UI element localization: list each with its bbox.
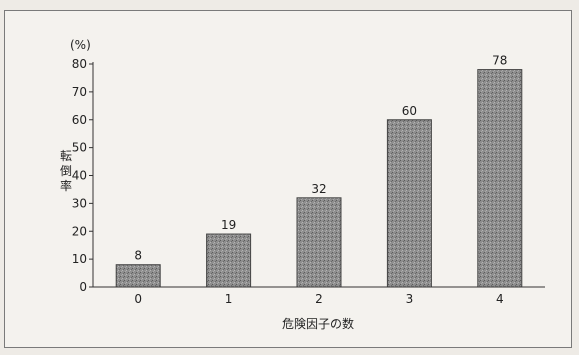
y-tick-label: 0 (79, 280, 87, 294)
y-tick-label: 30 (72, 196, 87, 210)
y-axis-title: 転倒率 (60, 149, 72, 193)
x-tick-label: 0 (134, 292, 142, 306)
bar-2 (296, 197, 342, 288)
y-unit-label: (%) (70, 38, 91, 52)
bar-4 (477, 69, 523, 288)
data-label: 8 (134, 249, 142, 263)
x-tick-label: 3 (406, 292, 414, 306)
x-tick-label: 4 (496, 292, 504, 306)
data-label: 32 (311, 182, 326, 196)
x-tick-label: 1 (225, 292, 233, 306)
y-axis-title-char: 率 (60, 178, 72, 193)
x-tick-label: 2 (315, 292, 323, 306)
y-tick-label: 70 (72, 85, 87, 99)
y-axis-title-char: 転 (60, 149, 72, 163)
y-tick-label: 50 (72, 141, 87, 155)
bar-1 (206, 233, 252, 288)
bar-0 (115, 264, 161, 288)
y-tick-label: 40 (72, 169, 87, 183)
data-label: 60 (402, 104, 417, 118)
x-axis-title: 危険因子の数 (282, 316, 354, 331)
y-tick-label: 80 (72, 57, 87, 71)
data-label: 78 (492, 54, 507, 68)
y-tick-label: 10 (72, 252, 87, 266)
y-axis-title-char: 倒 (60, 164, 72, 178)
y-tick-label: 20 (72, 224, 87, 238)
data-label: 19 (221, 218, 236, 232)
bar-3 (386, 119, 432, 288)
y-tick-label: 60 (72, 113, 87, 127)
